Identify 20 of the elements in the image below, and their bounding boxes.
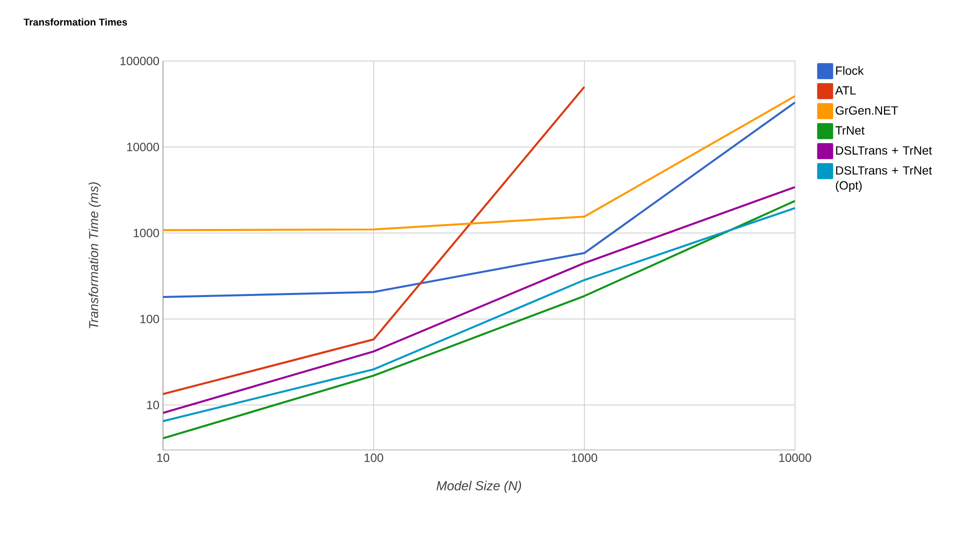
line-series [163, 95, 796, 232]
y-tick-label: 10 [147, 400, 160, 410]
x-tick-label: 100 [364, 454, 384, 462]
legend-label: DSLTrans + TrNet [836, 146, 932, 155]
legend-label: ATL [835, 86, 856, 95]
legend-label: TrNet [835, 126, 864, 135]
line-series [163, 101, 796, 298]
y-tick-label: 1000 [134, 228, 160, 238]
y-tick-label: 100 [140, 314, 160, 324]
x-tick-label: 10000 [779, 454, 812, 462]
x-tick-label: 10 [157, 454, 170, 462]
x-axis-title: Model Size (N) [436, 480, 522, 493]
legend-label: Flock [836, 66, 864, 75]
y-tick-label: 10000 [127, 142, 160, 152]
x-tick-label: 1000 [572, 454, 598, 462]
y-axis-title: Transformation Time (ms) [88, 182, 101, 328]
y-tick-label: 100000 [120, 56, 160, 66]
text: Transformation Times [24, 18, 128, 26]
legend-label: DSLTrans + TrNet (Opt) [836, 166, 932, 192]
legend-label: GrGen.NET [836, 106, 898, 115]
